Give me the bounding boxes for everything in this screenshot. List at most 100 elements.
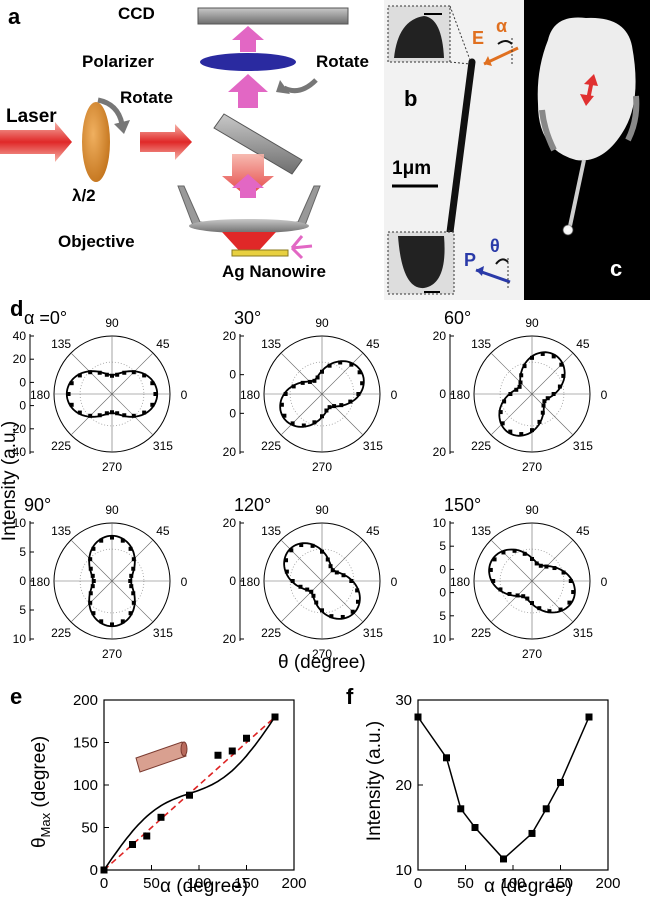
polar-data-point: [534, 561, 539, 566]
polar-data-point: [128, 579, 133, 583]
polar-data-point: [519, 432, 524, 437]
polar-data-point: [508, 392, 513, 396]
polar-data-point: [91, 546, 96, 551]
polar-angle-label: 135: [51, 337, 71, 351]
polar-data-point: [279, 402, 284, 407]
data-point: [457, 805, 465, 813]
panel-c: c: [524, 0, 650, 300]
laser-label: Laser: [6, 106, 57, 127]
x-tick-label: 0: [414, 875, 422, 892]
polar-data-point: [514, 387, 519, 392]
data-point: [557, 778, 564, 786]
focused-beam: [222, 232, 276, 256]
polar-y-tick-label: 10: [433, 516, 447, 530]
polar-data-point: [522, 364, 527, 369]
polar-y-tick-label: 0: [229, 574, 236, 588]
data-point: [271, 713, 279, 721]
polar-data-point: [311, 593, 316, 598]
polar-angle-label: 225: [51, 439, 71, 453]
polarizer-label: Polarizer: [82, 52, 154, 71]
polar-spoke: [490, 352, 533, 395]
polar-data-point: [104, 411, 109, 416]
polar-data-point: [545, 396, 550, 401]
y-tick-label: 50: [81, 820, 98, 837]
nanowire-label: Ag Nanowire: [222, 262, 326, 281]
polar-spoke: [490, 393, 533, 436]
polar-y-tick-label: 0: [19, 574, 26, 588]
polar-y-tick-label: 20: [13, 352, 27, 366]
nanowire-inset: [135, 741, 188, 773]
panel-e-xlabel: α (degree): [160, 876, 249, 897]
polar-angle-label: 270: [522, 647, 542, 661]
polar-data-point: [122, 370, 127, 375]
polar-data-point: [120, 538, 125, 543]
tube-end: [180, 741, 188, 757]
chart-f: 0 50 100 150 200 10 20 30: [395, 692, 620, 892]
polar-data-point: [77, 410, 82, 415]
polar-data-point: [355, 599, 360, 604]
polar-data-point: [537, 606, 542, 611]
polar-angle-label: 270: [102, 647, 122, 661]
data-point: [100, 866, 108, 874]
polar-data-point: [69, 381, 74, 386]
polar-y-tick-label: 0: [19, 399, 26, 413]
polar-angle-label: 135: [261, 524, 281, 538]
polar-data-point: [88, 591, 93, 596]
polar-data-point: [131, 370, 136, 375]
polar-data-point: [350, 609, 355, 614]
polar-data-point: [500, 421, 505, 426]
sem-image: [387, 5, 519, 295]
polar-data-point: [128, 611, 133, 616]
polar-data-point: [77, 373, 82, 378]
panel-e-label: e: [10, 684, 23, 709]
polar-data-point: [298, 584, 303, 589]
polar-data-point: [284, 569, 289, 574]
polar-data-point: [88, 600, 93, 605]
polar-data-point: [530, 428, 534, 433]
polar-data-point: [329, 614, 334, 619]
polar-data-point: [131, 591, 136, 596]
polar-data-point: [97, 413, 102, 418]
polar-data-point: [537, 419, 542, 424]
polar-angle-label: 0: [601, 575, 608, 589]
polar-data-point: [571, 590, 576, 595]
polar-data-point: [491, 579, 496, 583]
panel-a: a CCD Polarizer Rotate Rotate Laser λ/2 …: [0, 0, 385, 300]
data-point: [143, 832, 151, 840]
nanowire-sample: [231, 249, 289, 257]
polar-data-point: [355, 588, 360, 593]
polar-data-point: [519, 373, 524, 378]
data-point: [414, 713, 422, 721]
polar-y-tick-label: 20: [223, 516, 237, 530]
x-tick-label: 150: [548, 875, 573, 892]
polar-data-point: [492, 557, 497, 562]
polar-data-point: [356, 392, 361, 396]
polar-data-point: [307, 379, 312, 384]
polar-data-point: [120, 619, 125, 624]
polar-angle-label: 45: [366, 524, 380, 538]
polar-angle-label: 315: [363, 439, 383, 453]
series-line: [417, 716, 590, 860]
polar-data-point: [90, 573, 95, 578]
pink-arrow-3: [232, 174, 264, 198]
polar-data-point: [110, 535, 114, 540]
polar-angle-label: 135: [51, 524, 71, 538]
polar-data-point: [559, 362, 564, 367]
polar-spoke: [321, 393, 364, 436]
polar-data-point: [498, 410, 503, 415]
polar-spoke: [531, 580, 574, 623]
panel-d-label: d: [10, 296, 24, 321]
panel-b: b 1μm E α P θ: [384, 0, 524, 300]
polar-title: 60°: [444, 308, 471, 328]
polar-data-point: [325, 557, 330, 562]
polar-y-tick-label: 20: [433, 445, 447, 459]
polar-data-point: [88, 370, 93, 375]
data-point: [471, 824, 479, 831]
polar-data-point: [282, 413, 287, 418]
polar-data-point: [551, 354, 556, 359]
polar-data-point: [110, 373, 114, 378]
dichroic-mirror: [213, 113, 303, 175]
